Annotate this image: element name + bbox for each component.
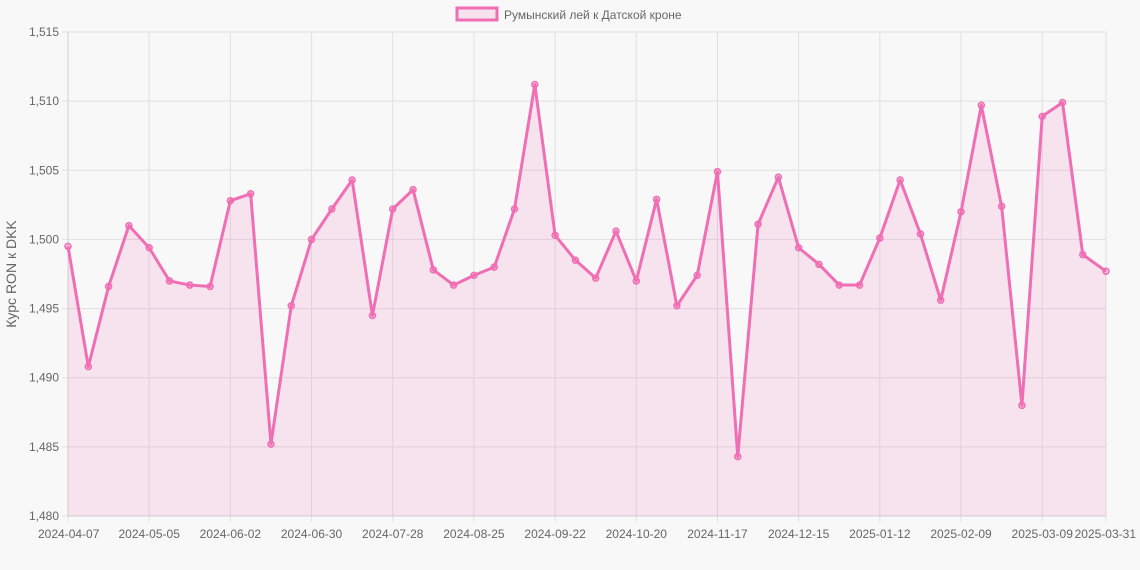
plot-area xyxy=(64,80,1110,517)
data-point[interactable] xyxy=(855,281,864,289)
x-tick-label: 2024-11-17 xyxy=(687,527,748,541)
data-point[interactable] xyxy=(368,311,377,320)
legend-swatch xyxy=(455,6,499,22)
data-point[interactable] xyxy=(429,266,438,274)
data-point[interactable] xyxy=(571,256,580,264)
x-tick-label: 2024-07-28 xyxy=(362,527,424,541)
data-point[interactable] xyxy=(876,234,884,242)
x-tick-label: 2025-03-31 xyxy=(1075,527,1137,541)
data-point[interactable] xyxy=(754,220,762,228)
data-point[interactable] xyxy=(1018,401,1026,410)
data-point[interactable] xyxy=(226,196,235,205)
y-tick-label: 1,485 xyxy=(29,440,59,454)
x-tick-label: 2024-05-05 xyxy=(118,527,180,541)
data-point[interactable] xyxy=(591,274,600,282)
legend-label: Румынский лей к Датской кроне xyxy=(504,8,682,22)
data-point[interactable] xyxy=(125,221,133,230)
x-tick-label: 2024-12-15 xyxy=(768,527,830,541)
data-point[interactable] xyxy=(490,263,498,271)
data-point[interactable] xyxy=(186,281,194,289)
data-point[interactable] xyxy=(409,185,417,194)
series-line xyxy=(66,83,1107,459)
x-tick-label: 2024-06-30 xyxy=(281,527,343,541)
data-point[interactable] xyxy=(693,271,701,280)
data-point[interactable] xyxy=(612,227,620,235)
x-tick-label: 2024-08-25 xyxy=(443,527,505,541)
data-point[interactable] xyxy=(449,281,458,289)
data-point[interactable] xyxy=(348,176,356,184)
y-tick-label: 1,505 xyxy=(29,163,59,177)
data-point[interactable] xyxy=(1079,250,1087,259)
x-tick-label: 2025-02-09 xyxy=(930,527,992,541)
data-point[interactable] xyxy=(815,260,823,269)
data-point[interactable] xyxy=(145,243,153,252)
y-tick-label: 1,480 xyxy=(29,509,59,523)
x-tick-label: 2024-10-20 xyxy=(606,527,668,541)
data-point[interactable] xyxy=(713,167,722,176)
data-point[interactable] xyxy=(551,231,559,240)
y-tick-label: 1,490 xyxy=(29,371,59,385)
data-point[interactable] xyxy=(734,452,742,461)
data-point[interactable] xyxy=(287,302,296,310)
data-point[interactable] xyxy=(1102,267,1110,275)
data-point[interactable] xyxy=(165,277,174,285)
data-point[interactable] xyxy=(997,202,1006,210)
y-tick-label: 1,500 xyxy=(29,232,59,246)
x-tick-label: 2024-04-07 xyxy=(38,527,100,541)
data-point[interactable] xyxy=(1038,112,1046,121)
data-point[interactable] xyxy=(916,230,925,238)
data-point[interactable] xyxy=(794,243,803,252)
x-tick-label: 2024-09-22 xyxy=(524,527,586,541)
series-area xyxy=(68,84,1106,517)
data-point[interactable] xyxy=(977,101,986,110)
data-point[interactable] xyxy=(957,208,965,216)
legend[interactable]: Румынский лей к Датской кроне xyxy=(455,6,682,22)
data-point[interactable] xyxy=(835,281,844,289)
y-tick-label: 1,515 xyxy=(29,25,59,39)
data-point[interactable] xyxy=(774,173,783,181)
data-point[interactable] xyxy=(936,296,945,305)
y-tick-label: 1,510 xyxy=(29,94,59,108)
data-point[interactable] xyxy=(531,80,539,89)
x-tick-label: 2025-03-09 xyxy=(1012,527,1074,541)
data-point[interactable] xyxy=(632,277,641,285)
data-point[interactable] xyxy=(267,440,275,448)
data-point[interactable] xyxy=(307,235,316,244)
data-point[interactable] xyxy=(64,242,72,251)
x-tick-label: 2025-01-12 xyxy=(849,527,911,541)
data-point[interactable] xyxy=(206,282,214,291)
data-point[interactable] xyxy=(104,282,113,291)
data-point[interactable] xyxy=(84,362,93,371)
data-point[interactable] xyxy=(470,271,478,280)
y-axis-title: Курс RON к DKK xyxy=(3,220,19,328)
data-point[interactable] xyxy=(673,302,681,310)
data-point[interactable] xyxy=(328,205,336,213)
data-point[interactable] xyxy=(1058,98,1067,107)
data-point[interactable] xyxy=(388,205,397,213)
data-point[interactable] xyxy=(896,176,904,184)
data-point[interactable] xyxy=(652,195,661,204)
y-tick-label: 1,495 xyxy=(29,302,59,316)
x-axis: 2024-04-07 2024-05-05 2024-06-02 2024-06-30… xyxy=(38,527,1136,541)
x-tick-label: 2024-06-02 xyxy=(200,527,262,541)
y-axis: 1,480 1,485 1,490 1,495 1,500 1,505 1,510 1,515 xyxy=(29,25,59,523)
data-point[interactable] xyxy=(246,190,255,198)
data-point[interactable] xyxy=(510,205,519,213)
